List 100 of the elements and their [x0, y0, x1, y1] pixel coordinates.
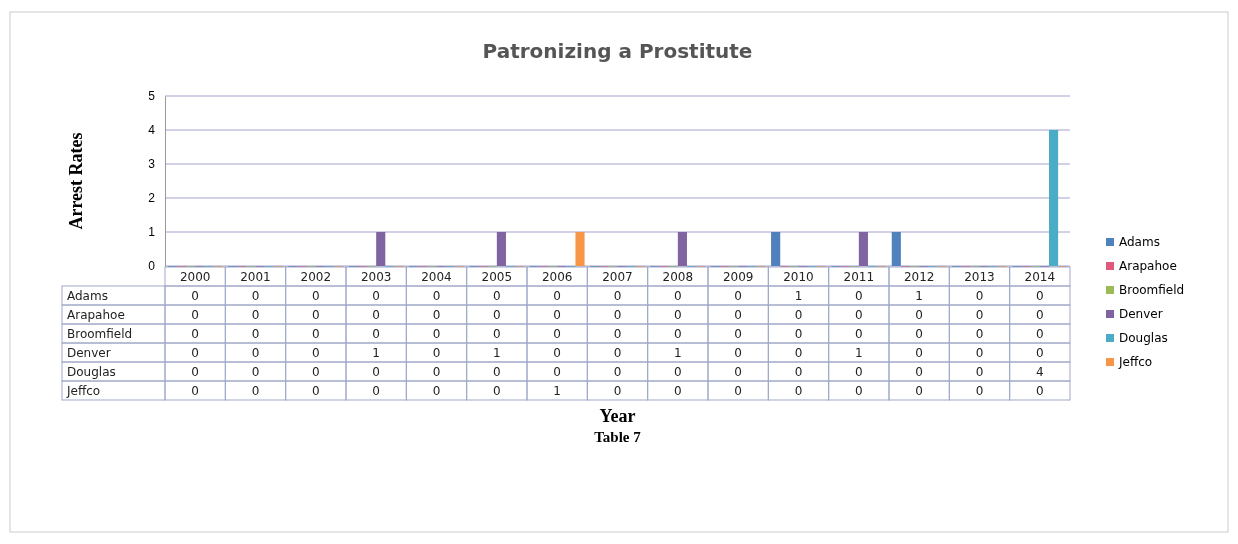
data-label: 0 — [191, 346, 199, 360]
legend-label: Jeffco — [1118, 355, 1153, 369]
legend-label: Adams — [1119, 235, 1160, 249]
data-label: 0 — [372, 289, 380, 303]
caption: Table 7 — [594, 429, 642, 445]
data-label: 0 — [251, 365, 260, 379]
data-label: 0 — [734, 289, 742, 303]
text: Jeffco — [67, 384, 101, 398]
data-label: 0 — [613, 384, 622, 398]
data-label: 0 — [975, 346, 984, 360]
x-tick-label: 2009 — [722, 270, 754, 284]
data-label: 0 — [312, 384, 320, 398]
data-label: 0 — [1036, 289, 1044, 303]
data-label: 0 — [613, 327, 622, 341]
data-label: 0 — [734, 346, 742, 360]
data-label: 0 — [613, 289, 622, 303]
data-label: 0 — [493, 327, 501, 341]
x-tick-label: 2010 — [783, 270, 814, 284]
y-tick-label: 2 — [148, 191, 156, 206]
data-label: 0 — [975, 365, 984, 379]
data-label: 0 — [432, 384, 441, 398]
data-label: 0 — [975, 308, 984, 322]
data-label: 0 — [975, 384, 984, 398]
text: Broomfield — [67, 327, 133, 341]
data-label: 0 — [251, 384, 260, 398]
data-label: 0 — [734, 308, 742, 322]
data-label: 1 — [553, 384, 561, 398]
legend-label: Arapahoe — [1119, 259, 1177, 273]
data-label: 4 — [1036, 365, 1044, 379]
data-label: 1 — [855, 346, 863, 360]
text: Year — [599, 406, 636, 426]
y-axis-title: Arrest Rates — [66, 132, 86, 230]
x-tick-label: 2000 — [179, 270, 211, 284]
data-label: 0 — [432, 346, 441, 360]
x-tick-label: 2014 — [1024, 270, 1056, 284]
data-label: 0 — [855, 308, 863, 322]
data-label: 0 — [191, 289, 199, 303]
data-label: 0 — [855, 289, 863, 303]
data-label: 0 — [312, 289, 320, 303]
data-label: 1 — [915, 289, 923, 303]
data-label: 0 — [855, 327, 863, 341]
y-tick-label: 5 — [148, 89, 156, 104]
x-tick-label: 2013 — [964, 270, 995, 284]
data-label: 1 — [493, 346, 501, 360]
x-tick-label: 2002 — [300, 270, 332, 284]
data-label: 0 — [613, 308, 622, 322]
data-label: 0 — [251, 308, 260, 322]
data-label: 0 — [191, 384, 199, 398]
x-tick-label: 2004 — [421, 270, 452, 284]
data-label: 0 — [613, 365, 622, 379]
data-label: 0 — [251, 346, 260, 360]
data-label: 0 — [493, 384, 501, 398]
text: Adams — [67, 289, 108, 303]
data-label: 0 — [734, 365, 742, 379]
data-label: 0 — [674, 365, 682, 379]
data-label: 0 — [734, 384, 742, 398]
data-label: 0 — [674, 289, 682, 303]
data-label: 0 — [915, 327, 923, 341]
data-label: 1 — [794, 289, 803, 303]
x-tick-label: 2008 — [662, 270, 694, 284]
data-label: 0 — [553, 327, 561, 341]
y-tick-label: 4 — [148, 123, 156, 138]
data-label: 0 — [674, 384, 682, 398]
data-label: 0 — [493, 365, 501, 379]
data-label: 0 — [915, 384, 923, 398]
data-label: 0 — [432, 327, 441, 341]
data-label: 0 — [372, 308, 380, 322]
data-label: 0 — [372, 384, 380, 398]
data-label: 0 — [915, 365, 923, 379]
data-label: 0 — [855, 365, 863, 379]
x-tick-label: 2001 — [240, 270, 271, 284]
data-label: 0 — [794, 384, 803, 398]
data-label: 0 — [251, 327, 260, 341]
data-label: 0 — [432, 365, 441, 379]
data-label: 0 — [312, 365, 320, 379]
data-label: 0 — [794, 308, 803, 322]
data-label: 0 — [312, 327, 320, 341]
x-tick-label: 2011 — [843, 270, 875, 284]
text: Douglas — [67, 365, 116, 379]
data-label: 0 — [613, 346, 622, 360]
data-label: 0 — [372, 365, 380, 379]
data-label: 0 — [915, 308, 923, 322]
data-label: 0 — [553, 346, 561, 360]
data-label: 0 — [493, 308, 501, 322]
data-label: 0 — [794, 365, 803, 379]
x-tick-label: 2007 — [602, 270, 633, 284]
x-tick-label: 2006 — [541, 270, 573, 284]
data-label: 0 — [674, 308, 682, 322]
data-label: 0 — [191, 365, 199, 379]
data-label: 0 — [674, 327, 682, 341]
data-label: 1 — [372, 346, 380, 360]
data-label: 0 — [1036, 327, 1044, 341]
x-tick-label: 2003 — [360, 270, 392, 284]
data-label: 0 — [553, 289, 561, 303]
legend-label: Denver — [1119, 307, 1163, 321]
data-label: 0 — [1036, 384, 1044, 398]
data-label: 0 — [553, 308, 561, 322]
data-label: 0 — [975, 327, 984, 341]
data-label: 0 — [975, 289, 984, 303]
data-label: 0 — [553, 365, 561, 379]
